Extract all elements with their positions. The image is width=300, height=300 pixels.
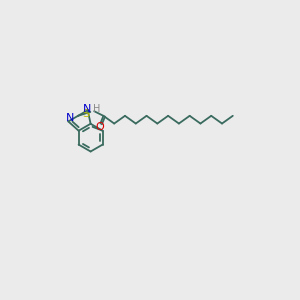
Text: H: H bbox=[93, 104, 101, 114]
Text: N: N bbox=[83, 104, 91, 114]
Text: N: N bbox=[66, 113, 74, 123]
Text: O: O bbox=[95, 122, 104, 132]
Text: S: S bbox=[82, 109, 90, 119]
